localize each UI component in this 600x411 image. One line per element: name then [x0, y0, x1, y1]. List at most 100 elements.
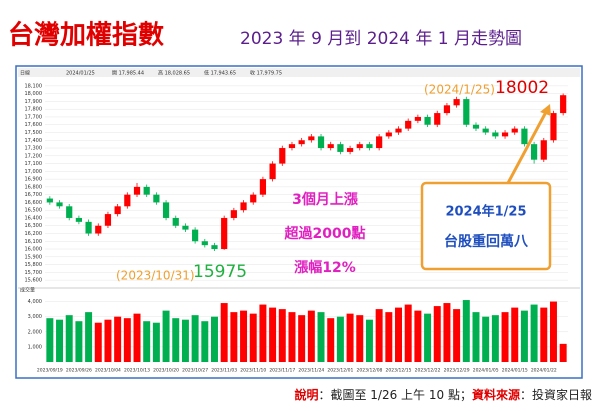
- y-tick-label: 16,500: [25, 208, 43, 214]
- volume-bar: [123, 318, 131, 362]
- candle-body: [550, 113, 557, 141]
- volume-bar: [104, 319, 112, 362]
- volume-bar: [365, 319, 373, 362]
- vol-tick-label: 1,000: [28, 344, 42, 350]
- footer-text: ：投資家日報: [520, 387, 592, 402]
- volume-bar: [327, 318, 335, 362]
- volume-bar: [230, 312, 238, 362]
- volume-bar: [482, 316, 490, 362]
- callout-text: 台股重回萬八: [444, 233, 529, 250]
- x-tick-label: 2023/11/24: [298, 368, 324, 374]
- candle-body: [221, 217, 228, 250]
- volume-bar: [240, 310, 248, 362]
- y-tick-label: 17,800: [25, 107, 43, 113]
- info-text: 2024/01/25: [66, 71, 95, 77]
- y-tick-label: 17,000: [25, 169, 43, 175]
- x-tick-label: 2023/10/20: [153, 368, 179, 374]
- candle-body: [308, 136, 315, 141]
- y-tick-label: 16,100: [25, 239, 43, 245]
- y-tick-label: 15,600: [25, 278, 43, 284]
- candle-body: [317, 136, 325, 149]
- volume-bar: [269, 307, 277, 362]
- callout-arrow: [506, 111, 548, 184]
- vol-tick-label: 2,000: [28, 329, 42, 335]
- y-tick-label: 15,800: [25, 262, 43, 268]
- high-date: (2024/1/25): [424, 83, 495, 97]
- candle-body: [75, 217, 82, 222]
- x-tick-label: 2023/10/27: [182, 368, 208, 374]
- vol-tick-label: 4,000: [28, 299, 42, 305]
- info-bar: [18, 68, 580, 77]
- candle-body: [153, 194, 160, 203]
- candle-body: [56, 202, 63, 207]
- info-text: 低 17,943.65: [204, 70, 236, 77]
- volume-bar: [288, 312, 296, 362]
- candle-body: [201, 241, 208, 246]
- info-text: 日線: [20, 70, 30, 77]
- gain-text: 3個月上漲: [292, 191, 359, 208]
- x-tick-label: 2023/10/04: [95, 368, 121, 374]
- footer: 說明：截圖至 1/26 上午 10 點；資料來源：投資家日報: [294, 387, 592, 402]
- x-tick-label: 2024/01/05: [473, 368, 499, 374]
- volume-bar: [385, 312, 393, 362]
- footer-label: 說明: [294, 387, 318, 402]
- gain-text: 超過2000點: [284, 225, 366, 242]
- volume-label: 成交量: [20, 287, 35, 294]
- candle-body: [192, 229, 199, 242]
- volume-bar: [307, 310, 315, 362]
- candle-body: [172, 217, 179, 226]
- footer-label: 資料來源: [472, 387, 520, 402]
- volume-bar: [211, 316, 218, 362]
- y-tick-label: 16,200: [25, 231, 43, 237]
- y-tick-label: 17,200: [25, 153, 43, 159]
- candle-body: [240, 202, 247, 211]
- candle-body: [250, 194, 257, 203]
- volume-bar: [152, 322, 160, 362]
- volume-bar: [540, 307, 548, 362]
- candle-body: [482, 128, 489, 133]
- volume-bar: [404, 304, 412, 362]
- volume-bar: [56, 319, 64, 362]
- volume-bar: [114, 316, 122, 362]
- volume-bar: [472, 312, 480, 362]
- candle-body: [46, 198, 53, 203]
- x-tick-label: 2023/11/10: [240, 368, 266, 374]
- candle-body: [424, 116, 431, 125]
- y-tick-label: 18,000: [25, 91, 43, 97]
- candle-body: [95, 225, 102, 234]
- volume-bar: [520, 310, 528, 362]
- x-tick-label: 2023/11/03: [211, 368, 237, 374]
- volume-bar: [530, 304, 538, 362]
- x-tick-label: 2023/12/22: [415, 368, 441, 374]
- candle-body: [66, 206, 73, 218]
- volume-bar: [46, 318, 54, 362]
- volume-bar: [133, 313, 141, 362]
- candle-body: [356, 144, 363, 149]
- volume-bar: [356, 315, 364, 362]
- y-tick-label: 15,700: [25, 270, 43, 276]
- candle-body: [104, 214, 112, 226]
- volume-bar: [462, 300, 470, 362]
- y-tick-label: 17,400: [25, 138, 43, 144]
- candle-body: [298, 140, 305, 145]
- candle-body: [492, 132, 499, 137]
- candle-body: [453, 99, 460, 106]
- footer-text: ：截圖至 1/26 上午 10 點；: [318, 388, 471, 402]
- info-text: 高 18,028.65: [158, 70, 190, 77]
- candle-body: [414, 116, 421, 121]
- candle-body: [560, 95, 567, 114]
- volume-bar: [298, 315, 306, 362]
- volume-bar: [249, 313, 257, 362]
- candle-body: [114, 206, 121, 215]
- y-tick-label: 16,900: [25, 177, 43, 183]
- y-tick-label: 17,600: [25, 122, 43, 128]
- volume-bar: [278, 309, 286, 362]
- volume-bar: [201, 321, 209, 362]
- candle-body: [405, 120, 412, 129]
- candle-body: [133, 186, 141, 195]
- volume-bar: [443, 303, 451, 362]
- y-tick-label: 17,100: [25, 161, 43, 167]
- volume-bar: [162, 310, 170, 362]
- candle-body: [211, 245, 218, 250]
- y-tick-label: 16,600: [25, 200, 43, 206]
